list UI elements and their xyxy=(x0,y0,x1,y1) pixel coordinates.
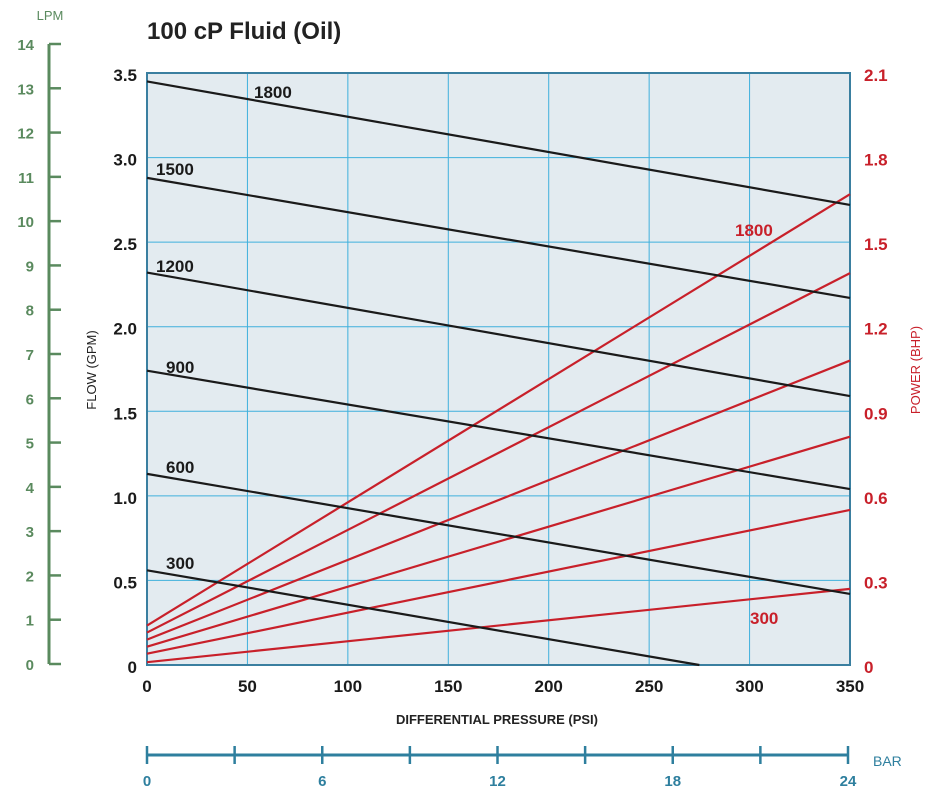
lpm-tick-label: 6 xyxy=(26,391,34,408)
bar-tick-label: 6 xyxy=(318,773,326,790)
y-right-tick-label: 1.8 xyxy=(864,151,888,170)
bar-tick-label: 18 xyxy=(664,773,681,790)
x-tick-label: 200 xyxy=(535,677,563,696)
y-right-tick-label: 2.1 xyxy=(864,66,888,85)
y-right-tick-label: 0.3 xyxy=(864,573,888,592)
bar-axis: 0 6 12 18 24 xyxy=(143,746,857,790)
flow-series-line xyxy=(146,472,851,596)
x-tick-label: 300 xyxy=(735,677,763,696)
flow-series-line xyxy=(146,80,851,207)
x-tick-label: 350 xyxy=(836,677,864,696)
lpm-tick-label: 4 xyxy=(26,480,35,497)
power-series-line xyxy=(146,508,851,655)
x-tick-label: 100 xyxy=(334,677,362,696)
flow-series-line xyxy=(146,369,851,491)
lpm-tick-label: 14 xyxy=(17,37,34,54)
y-left-tick-label: 0 xyxy=(128,658,137,677)
flow-series-line xyxy=(146,271,851,398)
flow-series-label: 600 xyxy=(166,458,194,477)
y-left-tick-label: 2.0 xyxy=(113,320,137,339)
flow-series-line xyxy=(146,569,700,667)
y-right-tick-label: 0 xyxy=(864,658,873,677)
lpm-tick-label: 8 xyxy=(26,303,34,320)
power-series-line xyxy=(146,435,851,648)
power-series-line xyxy=(146,193,851,627)
power-series-line xyxy=(146,359,851,641)
x-tick-label: 50 xyxy=(238,677,257,696)
y-left-tick-label: 0.5 xyxy=(113,573,137,592)
x-tick-label: 150 xyxy=(434,677,462,696)
y-left-tick-label: 3.0 xyxy=(113,151,137,170)
y-left-tick-label: 1.5 xyxy=(113,404,137,423)
y-axis-right-title: POWER (BHP) xyxy=(908,326,923,414)
y-right-tick-label: 1.2 xyxy=(864,320,888,339)
lpm-tick-label: 5 xyxy=(26,436,34,453)
lpm-tick-label: 12 xyxy=(17,126,34,143)
bar-axis-label: BAR xyxy=(873,753,902,769)
lpm-tick-label: 3 xyxy=(26,524,34,541)
plot-background xyxy=(147,73,850,665)
axis-labels: LPM DIFFERENTIAL PRESSURE (PSI) FLOW (GP… xyxy=(37,8,923,769)
flow-series-label: 900 xyxy=(166,358,194,377)
lpm-tick-label: 7 xyxy=(26,347,34,364)
lpm-tick-label: 10 xyxy=(17,214,34,231)
power-series-label: 300 xyxy=(750,609,778,628)
y-left-tick-label: 1.0 xyxy=(113,489,137,508)
power-series-line xyxy=(146,587,851,664)
bar-tick-label: 24 xyxy=(840,773,857,790)
flow-series-label: 300 xyxy=(166,554,194,573)
bar-tick-label: 0 xyxy=(143,773,151,790)
y-right-tick-label: 0.9 xyxy=(864,404,888,423)
lpm-tick-label: 11 xyxy=(18,170,34,187)
chart-title: 100 cP Fluid (Oil) xyxy=(147,18,342,45)
y-right-tick-label: 0.6 xyxy=(864,489,888,508)
x-tick-label: 250 xyxy=(635,677,663,696)
lpm-tick-label: 0 xyxy=(26,657,34,674)
flow-series-label: 1200 xyxy=(156,257,194,276)
bar-tick-label: 12 xyxy=(489,773,506,790)
lpm-tick-label: 13 xyxy=(17,81,34,98)
y-axis-left-title: FLOW (GPM) xyxy=(84,330,99,409)
flow-series-label: 1500 xyxy=(156,160,194,179)
flow-series-line xyxy=(146,176,851,300)
x-tick-label: 0 xyxy=(142,677,151,696)
flow-series-label: 1800 xyxy=(254,83,292,102)
plot-area: 180015001200900600300180030000.51.01.52.… xyxy=(113,66,887,696)
x-axis-title: DIFFERENTIAL PRESSURE (PSI) xyxy=(396,712,598,727)
plot-border xyxy=(146,72,851,666)
power-series-line xyxy=(146,272,851,634)
power-series-label: 1800 xyxy=(735,221,773,240)
lpm-tick-label: 1 xyxy=(26,613,34,630)
lpm-tick-label: 9 xyxy=(26,258,34,275)
lpm-tick-label: 2 xyxy=(26,568,34,585)
lpm-axis-label: LPM xyxy=(37,8,64,23)
y-left-tick-label: 3.5 xyxy=(113,66,137,85)
y-left-tick-label: 2.5 xyxy=(113,235,137,254)
y-right-tick-label: 1.5 xyxy=(864,235,888,254)
